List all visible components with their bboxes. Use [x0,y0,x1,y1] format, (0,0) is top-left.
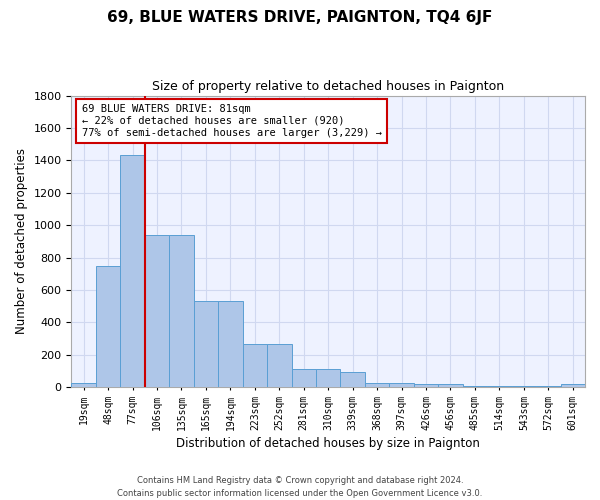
Bar [218,302,242,387]
Bar [560,384,585,387]
Bar [71,383,96,387]
Bar [340,372,365,387]
Bar [414,384,438,387]
Bar [194,302,218,387]
Title: Size of property relative to detached houses in Paignton: Size of property relative to detached ho… [152,80,504,93]
Bar [389,383,414,387]
Bar [487,386,512,387]
Bar [512,386,536,387]
Bar [267,344,292,387]
Bar [121,156,145,387]
Y-axis label: Number of detached properties: Number of detached properties [15,148,28,334]
Text: Contains HM Land Registry data © Crown copyright and database right 2024.
Contai: Contains HM Land Registry data © Crown c… [118,476,482,498]
Bar [365,383,389,387]
X-axis label: Distribution of detached houses by size in Paignton: Distribution of detached houses by size … [176,437,480,450]
Bar [536,386,560,387]
Bar [242,344,267,387]
Bar [463,386,487,387]
Text: 69, BLUE WATERS DRIVE, PAIGNTON, TQ4 6JF: 69, BLUE WATERS DRIVE, PAIGNTON, TQ4 6JF [107,10,493,25]
Bar [96,266,121,387]
Bar [145,235,169,387]
Bar [316,370,340,387]
Text: 69 BLUE WATERS DRIVE: 81sqm
← 22% of detached houses are smaller (920)
77% of se: 69 BLUE WATERS DRIVE: 81sqm ← 22% of det… [82,104,382,138]
Bar [438,384,463,387]
Bar [169,235,194,387]
Bar [292,370,316,387]
